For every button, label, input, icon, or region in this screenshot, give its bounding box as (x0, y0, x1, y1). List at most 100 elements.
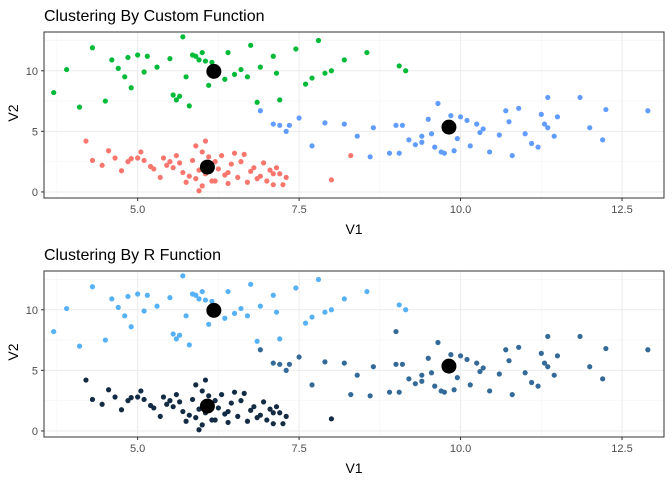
data-point-cluster-3 (503, 108, 509, 114)
data-point-cluster-2 (225, 288, 231, 295)
data-point-cluster-2 (322, 70, 328, 76)
data-point-cluster-3 (322, 359, 328, 365)
data-point-cluster-2 (177, 93, 183, 99)
data-point-cluster-2 (154, 64, 160, 70)
data-point-cluster-2 (309, 314, 315, 320)
data-point-cluster-2 (183, 74, 189, 80)
data-point-cluster-2 (64, 66, 70, 73)
data-point-cluster-2 (177, 332, 183, 338)
data-point-cluster-3 (454, 136, 460, 142)
data-point-cluster-2 (225, 49, 231, 56)
data-point-cluster-2 (144, 53, 150, 59)
data-point-cluster-2 (154, 303, 160, 309)
data-point-cluster-2 (199, 49, 205, 56)
data-point-cluster-1 (280, 182, 286, 188)
data-point-cluster-1 (193, 415, 199, 421)
data-point-cluster-3 (367, 393, 373, 399)
data-point-cluster-1 (189, 157, 196, 164)
data-point-cluster-3 (496, 371, 502, 377)
x-axis-title: V1 (345, 460, 362, 476)
data-point-cluster-1 (228, 400, 234, 406)
data-point-cluster-1 (135, 394, 141, 400)
data-point-cluster-2 (135, 52, 141, 58)
data-point-cluster-2 (180, 34, 186, 40)
data-point-cluster-3 (370, 364, 376, 370)
data-point-cluster-2 (293, 285, 299, 291)
data-point-cluster-2 (115, 304, 121, 310)
data-point-cluster-1 (180, 408, 186, 415)
data-point-cluster-3 (545, 94, 551, 101)
data-point-cluster-1 (186, 412, 192, 418)
data-point-cluster-3 (529, 379, 535, 386)
data-point-cluster-3 (286, 122, 293, 128)
data-point-cluster-3 (600, 376, 606, 382)
data-point-cluster-1 (235, 174, 241, 181)
data-point-cluster-3 (309, 143, 315, 149)
data-point-cluster-3 (457, 353, 464, 359)
data-point-cluster-3 (257, 347, 263, 353)
data-point-cluster-1 (183, 418, 189, 424)
data-point-cluster-2 (135, 291, 141, 297)
data-point-cluster-2 (270, 292, 276, 298)
data-point-cluster-3 (393, 328, 399, 335)
data-point-cluster-3 (551, 372, 557, 378)
data-point-cluster-1 (135, 155, 141, 161)
data-point-cluster-3 (270, 360, 276, 366)
data-point-cluster-1 (160, 155, 167, 161)
centroid-point (199, 159, 215, 175)
data-point-cluster-3 (577, 94, 583, 101)
data-point-cluster-1 (170, 404, 176, 410)
data-point-cluster-1 (238, 398, 244, 404)
data-point-cluster-1 (270, 410, 276, 416)
data-point-cluster-3 (270, 121, 276, 127)
data-point-cluster-1 (328, 177, 334, 183)
data-point-cluster-3 (509, 391, 515, 398)
x-tick-label: 5.0 (130, 443, 145, 455)
data-point-cluster-2 (273, 309, 280, 315)
data-point-cluster-2 (254, 338, 260, 344)
data-point-cluster-1 (167, 159, 173, 165)
data-point-cluster-3 (341, 360, 347, 366)
data-point-cluster-1 (248, 168, 254, 174)
data-point-cluster-2 (144, 292, 150, 298)
data-point-cluster-3 (428, 131, 435, 137)
data-point-cluster-3 (487, 149, 493, 155)
data-point-cluster-1 (128, 156, 134, 162)
data-point-cluster-2 (277, 336, 283, 342)
data-point-cluster-1 (273, 404, 280, 410)
data-point-cluster-1 (328, 416, 334, 422)
data-point-cluster-1 (89, 157, 96, 164)
chart-r-function: Clustering By R Function 5.0 7.5 10.0 12.5 0… (5, 247, 665, 476)
data-point-cluster-1 (277, 171, 283, 177)
data-point-cluster-1 (225, 180, 231, 187)
data-point-cluster-3 (600, 137, 606, 143)
data-point-cluster-3 (538, 350, 544, 356)
data-point-cluster-1 (202, 138, 209, 144)
data-point-cluster-3 (545, 333, 551, 340)
data-point-cluster-3 (645, 347, 651, 353)
data-point-cluster-3 (354, 133, 360, 139)
data-point-cluster-3 (448, 113, 454, 119)
data-point-cluster-1 (231, 150, 238, 156)
data-point-cluster-3 (406, 137, 412, 143)
data-point-cluster-2 (222, 76, 228, 82)
data-point-cluster-1 (273, 165, 280, 171)
data-point-cluster-3 (503, 347, 509, 353)
data-point-cluster-2 (209, 59, 215, 65)
data-point-cluster-2 (51, 328, 57, 335)
data-point-cluster-2 (109, 296, 115, 302)
data-point-cluster-3 (441, 389, 448, 395)
data-point-cluster-3 (277, 361, 283, 367)
data-point-cluster-1 (238, 159, 244, 165)
data-point-cluster-2 (302, 320, 309, 326)
y-tick-label: 5 (32, 365, 38, 377)
data-point-cluster-2 (122, 74, 128, 80)
data-point-cluster-3 (487, 388, 493, 394)
data-point-cluster-2 (202, 297, 209, 303)
data-point-cluster-3 (477, 368, 483, 375)
data-point-cluster-2 (222, 315, 228, 321)
data-point-cluster-1 (280, 421, 286, 427)
data-point-cluster-1 (173, 391, 179, 398)
data-point-cluster-3 (396, 150, 402, 156)
data-point-cluster-1 (241, 151, 247, 157)
